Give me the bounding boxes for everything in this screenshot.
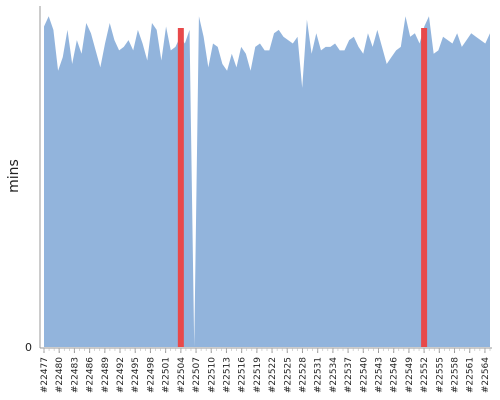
y-tick-label-0: 0 [25,341,32,354]
x-tick-label: #22525 [283,357,293,393]
x-tick-label: #22483 [70,357,80,393]
x-tick-label: #22558 [451,357,461,393]
x-tick-label: #22519 [253,357,263,393]
x-tick-label: #22477 [40,357,50,393]
x-tick-label: #22546 [390,357,400,393]
x-tick-label: #22540 [359,357,369,393]
x-tick-label: #22498 [146,357,156,393]
series-area [44,16,490,347]
x-tick-label: #22495 [131,357,141,393]
x-tick-label: #22486 [86,357,96,393]
plot-area [44,16,490,347]
x-tick-label: #22549 [405,357,415,393]
x-axis-ticks: #22477 #22480 #22483 #22486 #22489 #22492 #224… [40,348,491,393]
highlight-bar-0 [177,28,184,347]
x-tick-label: #22531 [314,357,324,393]
x-tick-label: #22537 [344,357,354,393]
x-tick-label: #22561 [466,357,476,393]
x-tick-label: #22552 [420,357,430,393]
x-tick-label: #22528 [298,357,308,393]
x-tick-label: #22564 [481,357,491,393]
x-tick-label: #22534 [329,357,339,393]
x-tick-label: #22543 [375,357,385,393]
x-tick-label: #22522 [268,357,278,393]
x-tick-label: #22501 [162,357,172,393]
x-tick-label: #22480 [55,357,65,393]
highlight-bar-1 [421,28,428,347]
y-axis-label: mins [6,159,22,193]
x-tick-label: #22516 [238,357,248,393]
x-tick-label: #22489 [101,357,111,393]
x-tick-label: #22504 [177,357,187,393]
x-tick-label: #22492 [116,357,126,393]
x-tick-label: #22510 [207,357,217,393]
x-tick-label: #22513 [222,357,232,393]
x-tick-label: #22555 [435,357,445,393]
x-tick-label: #22507 [192,357,202,393]
